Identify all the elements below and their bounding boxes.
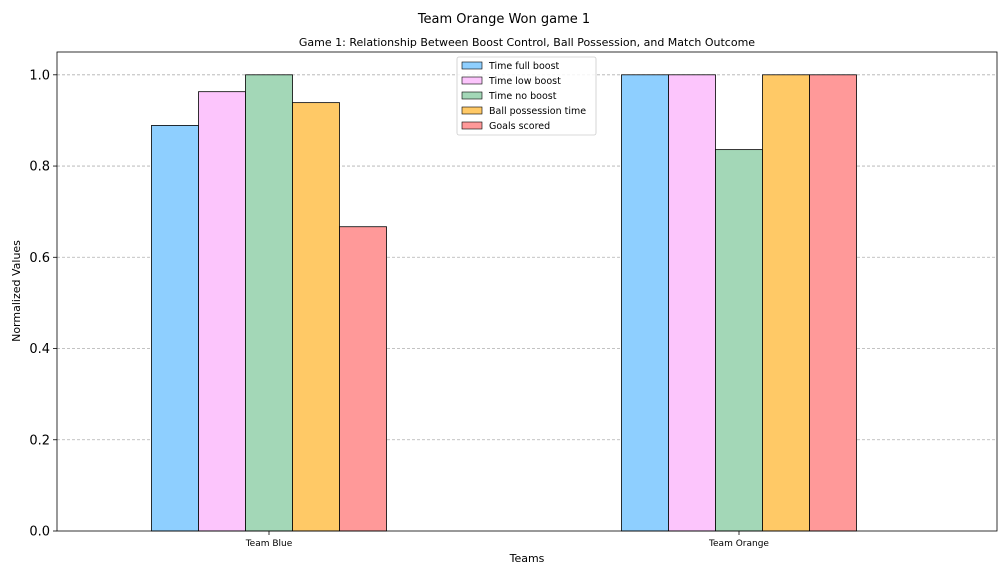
legend-entry: Time low boost xyxy=(488,76,561,87)
y-tick-label: 0.4 xyxy=(29,342,50,357)
y-tick-label: 0.2 xyxy=(29,433,50,448)
bar-team-blue-ball-possession-time xyxy=(292,102,340,532)
y-axis-ticks: 0.0 0.2 0.4 0.6 0.8 1.0 xyxy=(29,68,57,540)
bar-team-orange-goals-scored xyxy=(809,74,857,532)
legend-entry: Time no boost xyxy=(488,91,557,102)
legend-swatch xyxy=(461,76,483,85)
legend-entry: Goals scored xyxy=(489,121,550,132)
legend: Time full boost Time low boost Time no boo… xyxy=(456,56,597,136)
y-axis-label: Normalized Values xyxy=(10,240,23,342)
legend-swatch xyxy=(461,61,483,70)
bar-team-orange-time-low-boost xyxy=(668,74,716,532)
bar-team-orange-ball-possession-time xyxy=(762,74,810,532)
x-tick-label: Team Blue xyxy=(245,539,293,549)
x-axis-label: Teams xyxy=(509,552,545,565)
legend-swatch xyxy=(461,121,483,130)
legend-entry: Time full boost xyxy=(488,61,560,72)
legend-swatch xyxy=(461,91,483,100)
x-tick-label: Team Orange xyxy=(708,539,769,549)
y-tick-label: 0.6 xyxy=(29,251,50,266)
y-tick-label: 1.0 xyxy=(29,68,50,83)
chart-title: Game 1: Relationship Between Boost Contr… xyxy=(299,36,755,49)
bar-team-blue-time-no-boost xyxy=(245,74,293,532)
bar-team-blue-time-low-boost xyxy=(198,91,246,532)
x-axis-ticks: Team Blue Team Orange xyxy=(245,531,769,549)
bar-team-blue-time-full-boost xyxy=(151,125,199,532)
plot-frame xyxy=(56,51,998,532)
bars-group xyxy=(151,74,857,532)
legend-box xyxy=(456,56,597,136)
y-tick-label: 0.0 xyxy=(29,525,50,540)
bar-team-blue-goals-scored xyxy=(339,226,387,532)
legend-entry: Ball possession time xyxy=(489,106,586,117)
legend-swatch xyxy=(461,106,483,115)
chart-suptitle: Team Orange Won game 1 xyxy=(417,12,590,27)
bar-team-orange-time-no-boost xyxy=(715,149,763,532)
bar-team-orange-time-full-boost xyxy=(621,74,669,532)
y-tick-label: 0.8 xyxy=(29,160,50,175)
